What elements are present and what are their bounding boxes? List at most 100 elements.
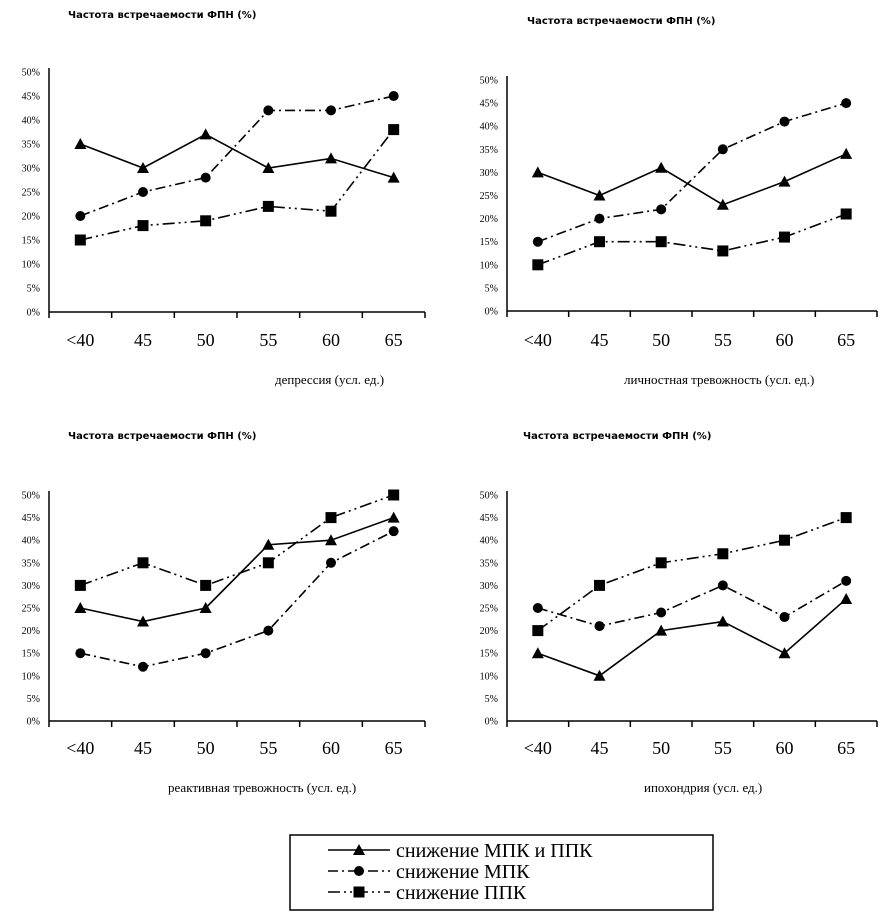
- x-tick-label: 65: [385, 738, 403, 758]
- data-point-square: [717, 548, 729, 560]
- data-point-circle: [263, 625, 274, 636]
- y-tick-label: 5%: [27, 694, 40, 705]
- y-tick-label: 5%: [485, 694, 498, 705]
- series-line-triangle: [537, 598, 847, 677]
- data-point-square: [200, 579, 212, 591]
- chart-title: Частота встречаемости ФПН (%): [68, 10, 256, 21]
- series-line-circle: [537, 580, 847, 627]
- data-point-triangle: [262, 162, 275, 173]
- data-point-square: [137, 557, 149, 569]
- x-tick-label: 50: [652, 330, 670, 350]
- data-point-triangle: [199, 128, 212, 140]
- series-line-square: [537, 516, 847, 632]
- data-point-square: [137, 220, 149, 232]
- y-tick-label: 40%: [22, 116, 40, 127]
- series-line-square: [80, 494, 394, 587]
- data-point-square: [840, 512, 852, 524]
- data-point-square: [594, 236, 605, 248]
- data-point-square: [779, 534, 790, 546]
- data-point-square: [532, 259, 544, 271]
- data-point-circle: [656, 607, 667, 618]
- y-tick-label: 10%: [480, 260, 498, 271]
- chart-title: Частота встречаемости ФПН (%): [527, 16, 715, 27]
- y-tick-label: 15%: [22, 236, 40, 247]
- data-point-circle: [388, 91, 399, 101]
- y-tick-label: 40%: [22, 536, 40, 547]
- data-point-triangle: [778, 175, 791, 187]
- data-point-triangle: [137, 162, 149, 173]
- legend-label: снижение МПК: [396, 861, 530, 883]
- data-point-square: [779, 231, 790, 243]
- data-point-circle: [75, 648, 86, 659]
- y-tick-label: 35%: [22, 140, 40, 151]
- y-tick-label: 20%: [22, 212, 40, 223]
- y-tick-label: 50%: [22, 491, 40, 502]
- data-point-square: [325, 512, 337, 524]
- y-tick-label: 0%: [27, 308, 40, 319]
- chart-panel-1: Частота встречаемости ФПН (%) 0% 5% 10% 15% 2…: [22, 10, 426, 387]
- y-tick-label: 30%: [22, 164, 40, 175]
- x-tick-label: 55: [714, 330, 732, 350]
- data-point-circle: [717, 144, 728, 155]
- data-point-triangle: [593, 669, 606, 681]
- y-tick-label: 15%: [480, 649, 498, 660]
- y-tick-label: 25%: [480, 604, 498, 615]
- data-point-square: [325, 205, 337, 217]
- data-point-circle: [841, 575, 852, 586]
- y-tick-label: 25%: [22, 188, 40, 199]
- y-tick-label: 50%: [480, 491, 498, 502]
- data-point-circle: [263, 105, 274, 116]
- data-point-circle: [532, 603, 543, 613]
- x-tick-label: 45: [134, 330, 152, 350]
- y-tick-label: 50%: [480, 76, 498, 87]
- x-axis-label: ипохондрия (усл. ед.): [644, 780, 762, 795]
- data-point-circle: [138, 187, 148, 197]
- x-tick-label: 60: [322, 330, 340, 350]
- data-point-triangle: [778, 647, 791, 659]
- y-tick-label: 30%: [22, 581, 40, 592]
- data-point-triangle: [655, 624, 668, 636]
- x-tick-label: 50: [197, 330, 215, 350]
- data-point-triangle: [199, 602, 212, 613]
- data-point-triangle: [74, 602, 87, 613]
- data-point-circle: [532, 236, 543, 247]
- series-line-square: [80, 129, 395, 241]
- data-point-square: [74, 234, 86, 246]
- y-tick-label: 0%: [27, 717, 40, 728]
- x-tick-label: 65: [385, 330, 403, 350]
- data-point-circle: [594, 213, 605, 224]
- series-line-triangle: [80, 516, 394, 623]
- y-tick-label: 10%: [22, 671, 40, 682]
- x-tick-label: <40: [524, 330, 552, 350]
- legend-label: снижение ППК: [396, 882, 527, 904]
- data-point-square: [262, 557, 274, 569]
- chart-title: Частота встречаемости ФПН (%): [68, 431, 256, 442]
- data-point-triangle: [531, 647, 544, 659]
- y-tick-label: 45%: [22, 92, 40, 103]
- data-point-triangle: [74, 138, 87, 149]
- y-tick-label: 40%: [480, 536, 498, 547]
- y-tick-label: 45%: [480, 513, 498, 524]
- y-tick-label: 30%: [480, 168, 498, 179]
- x-tick-label: <40: [66, 330, 94, 350]
- legend-marker-square: [353, 886, 365, 898]
- data-point-square: [74, 579, 86, 591]
- x-tick-label: 50: [197, 738, 215, 758]
- chart-panel-3: Частота встречаемости ФПН (%) 0% 5% 10% 15% 2…: [22, 431, 426, 795]
- data-point-square: [262, 200, 274, 212]
- y-tick-label: 35%: [480, 145, 498, 156]
- y-tick-label: 50%: [22, 68, 40, 79]
- x-axis-label: депрессия (усл. ед.): [275, 372, 384, 387]
- x-tick-label: 45: [134, 738, 152, 758]
- y-tick-label: 45%: [480, 99, 498, 110]
- chart-panel-2: Частота встречаемости ФПН (%) 0% 5% 10% 15% 2…: [480, 16, 878, 387]
- data-point-circle: [779, 116, 790, 127]
- y-tick-label: 15%: [480, 237, 498, 248]
- y-tick-label: 5%: [27, 284, 40, 295]
- data-point-circle: [200, 648, 211, 659]
- data-point-triangle: [593, 189, 606, 201]
- data-point-square: [655, 236, 667, 248]
- data-point-triangle: [531, 166, 544, 178]
